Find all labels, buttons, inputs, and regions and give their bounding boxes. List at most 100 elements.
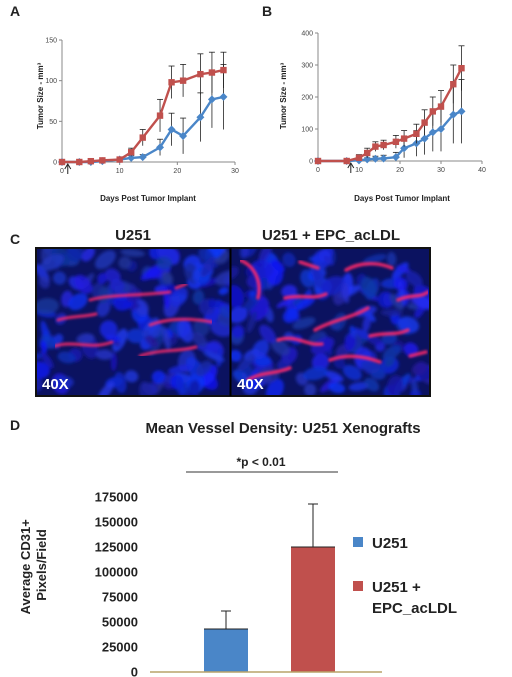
chart-b-series-2-point (437, 103, 445, 110)
nucleus-texture (362, 314, 372, 333)
nucleus-texture (271, 259, 285, 273)
chart-b-x-tick-label: 40 (478, 167, 486, 174)
chart-b-x-tick-label: 0 (316, 167, 320, 174)
chart-a-ylabel: Tumor Size - mm³ (36, 62, 45, 129)
nucleus-texture (81, 248, 95, 262)
nucleus-texture (170, 287, 188, 307)
nucleus-texture (193, 319, 210, 337)
chart-a-series-2-point (220, 66, 227, 74)
legend-swatch-u251-epc (353, 581, 363, 591)
vessel-stain (238, 258, 261, 300)
panel-c-letter: C (10, 231, 20, 247)
chart-b-series-1-point (457, 107, 466, 116)
chart-a-series-2-point (168, 79, 175, 86)
nucleus-texture (396, 265, 411, 274)
nucleus-texture (110, 352, 117, 372)
nucleus-texture (219, 306, 230, 318)
nucleus-texture (203, 350, 225, 362)
chart-b-series-2-point (413, 130, 420, 137)
chart-b-series-2-point (421, 119, 428, 126)
nucleus-texture (259, 324, 277, 344)
chart-b-series-1-point (437, 125, 445, 133)
nucleus-texture (367, 335, 382, 345)
tumor-growth-chart-b: Tumor Size - mm³ Days Post Tumor Implant… (279, 31, 486, 204)
chart-b-series-2-point (458, 65, 465, 72)
chart-a-x-tick-label: 10 (116, 168, 124, 175)
chart-a-x-tick-label: 0 (60, 168, 64, 175)
chart-a-series-2-point (179, 77, 187, 84)
bar-chart-ylabel-line2: Pixels/Field (34, 529, 49, 601)
nucleus-texture (323, 255, 334, 266)
nucleus-texture (380, 309, 403, 317)
nucleus-texture (74, 274, 93, 294)
nucleus-texture (231, 285, 245, 309)
nucleus-texture (218, 287, 229, 295)
chart-b-y-tick-label: 300 (301, 63, 313, 70)
chart-b-y-tick-label: 100 (301, 127, 313, 134)
nucleus-texture (360, 360, 386, 374)
legend-swatch-u251 (353, 537, 363, 547)
bar-chart-y-tick-label: 175000 (95, 490, 138, 505)
chart-b-series-1-point (371, 154, 380, 163)
nucleus-texture (256, 304, 269, 317)
bar-chart-y-tick-label: 50000 (102, 615, 138, 630)
nucleus-texture (95, 349, 114, 360)
chart-b-y-tick-label: 400 (301, 31, 313, 38)
nucleus-texture (414, 305, 425, 319)
chart-b-series-1-point (449, 110, 458, 119)
chart-b-series-2-point (314, 157, 322, 165)
nucleus-texture (410, 293, 430, 310)
nucleus-texture (94, 250, 116, 270)
vessel-stain (246, 366, 292, 382)
nucleus-texture (54, 376, 74, 389)
nucleus-texture (387, 375, 404, 396)
chart-a-series-2-point (87, 157, 95, 165)
nucleus-texture (36, 361, 50, 379)
chart-b-series-2-point (400, 135, 408, 142)
vessel-stain (344, 262, 394, 272)
vessel-stain (328, 354, 382, 364)
chart-b-series-2-point (343, 157, 350, 165)
nucleus-texture (167, 364, 192, 374)
nucleus-texture (161, 271, 174, 285)
nucleus-texture (292, 317, 316, 330)
chart-a-series-1-point (156, 143, 165, 152)
vessel-stain (276, 336, 324, 346)
nucleus-texture (411, 378, 419, 396)
nucleus-texture (177, 319, 194, 343)
nucleus-texture (40, 253, 64, 271)
chart-a-y-tick-label: 0 (53, 160, 57, 167)
legend-label-u251-epc-line1: U251 + (372, 579, 421, 596)
nucleus-texture (215, 270, 230, 286)
nucleus-texture (411, 361, 428, 376)
nucleus-texture (126, 328, 145, 344)
vessel-stain (396, 290, 430, 302)
magnification-label-right: 40X (237, 376, 264, 393)
chart-a-series-1-point (219, 92, 228, 101)
nucleus-texture (237, 352, 258, 372)
nucleus-texture (311, 353, 330, 371)
chart-b-series-2-point (372, 143, 379, 150)
nucleus-texture (303, 366, 328, 381)
magnification-label-left: 40X (42, 376, 69, 393)
nucleus-texture (231, 306, 248, 324)
chart-b-x-tick-label: 30 (437, 167, 445, 174)
nucleus-texture (254, 356, 272, 367)
nucleus-texture (192, 331, 207, 348)
vessel-stain (138, 345, 198, 358)
bar-chart-ylabel: Average CD31+ Pixels/Field (18, 516, 49, 615)
chart-a-implant-arrowhead (64, 163, 72, 170)
nucleus-texture (110, 278, 125, 293)
panel-d-letter: D (10, 417, 20, 433)
vessel-stain (408, 350, 428, 358)
nucleus-texture (282, 252, 296, 268)
nucleus-texture (201, 256, 216, 277)
nucleus-texture (38, 276, 50, 289)
nucleus-texture (364, 377, 380, 392)
micrograph-u251-epc (231, 248, 430, 396)
nucleus-texture (389, 293, 404, 311)
panel-b-letter: B (262, 3, 272, 19)
chart-b-implant-arrowhead (347, 162, 355, 169)
bar-chart-y-tick-label: 25000 (102, 640, 138, 655)
vessel-stain (56, 312, 98, 322)
